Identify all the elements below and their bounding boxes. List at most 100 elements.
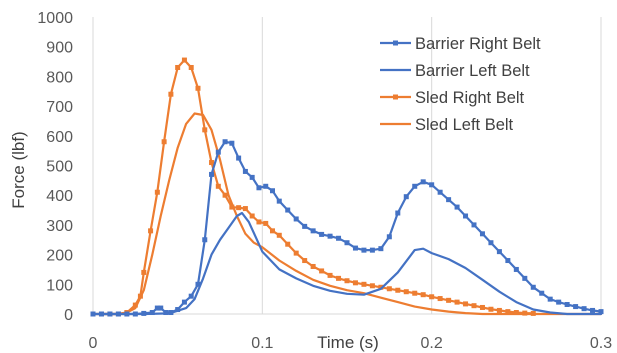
data-point [505, 309, 511, 315]
legend-marker [393, 40, 398, 46]
data-point [168, 91, 174, 97]
data-point [175, 307, 181, 313]
data-point [269, 228, 275, 234]
y-tick-label: 900 [46, 40, 73, 57]
data-point [263, 220, 269, 226]
data-point [202, 237, 208, 243]
data-point [573, 304, 579, 310]
data-point [124, 311, 130, 317]
legend-label: Sled Right Belt [415, 89, 525, 107]
data-point [412, 290, 418, 296]
data-point [522, 310, 528, 316]
data-point [369, 247, 375, 253]
y-tick-label: 0 [64, 307, 73, 324]
y-tick-label: 300 [46, 218, 73, 235]
data-point [530, 310, 536, 316]
data-point [188, 64, 194, 70]
data-point [386, 234, 392, 240]
data-point [581, 306, 587, 312]
data-point [513, 310, 519, 316]
data-point [149, 310, 155, 316]
series-barrier-left-belt [91, 211, 603, 316]
data-point [556, 299, 562, 305]
data-point [369, 283, 375, 289]
data-point [361, 247, 367, 253]
y-tick-label: 400 [46, 188, 73, 205]
data-point [236, 205, 242, 211]
data-point [429, 294, 435, 300]
data-point [319, 231, 325, 237]
data-point [137, 293, 143, 299]
legend-item-sled-right-belt: Sled Right Belt [380, 89, 525, 107]
data-point [276, 198, 282, 204]
data-point [471, 303, 477, 309]
x-tick-label: 0.1 [251, 335, 273, 352]
data-point [222, 192, 228, 198]
legend-marker [393, 94, 398, 100]
data-point [513, 266, 519, 272]
data-point [132, 302, 138, 308]
data-point [488, 306, 494, 312]
data-point [463, 301, 469, 307]
data-point [215, 183, 221, 189]
data-point [471, 222, 477, 228]
data-point [310, 263, 316, 269]
data-point [378, 284, 384, 290]
data-point [547, 296, 553, 302]
data-point [310, 228, 316, 234]
data-point [378, 246, 384, 252]
x-tick-label: 0.3 [590, 335, 612, 352]
y-tick-label: 1000 [37, 10, 73, 27]
y-tick-label: 800 [46, 69, 73, 86]
data-point [454, 204, 460, 210]
data-point [302, 258, 308, 264]
data-point [336, 275, 342, 281]
y-tick-label: 700 [46, 99, 73, 116]
data-point [215, 149, 221, 155]
x-tick-label: 0.2 [421, 335, 443, 352]
data-point [496, 249, 502, 255]
data-point [195, 85, 201, 91]
series-layer [90, 57, 604, 317]
data-point [530, 284, 536, 290]
y-tick-label: 200 [46, 248, 73, 265]
data-point [361, 281, 367, 287]
data-point [236, 155, 242, 161]
data-point [488, 240, 494, 246]
data-point [285, 207, 291, 213]
data-point [148, 228, 154, 234]
data-point [293, 250, 299, 256]
data-point [344, 278, 350, 284]
data-point [403, 289, 409, 295]
y-tick-label: 600 [46, 129, 73, 146]
data-point [293, 216, 299, 222]
data-point [132, 311, 138, 317]
data-point [256, 185, 262, 191]
data-point [590, 307, 596, 313]
y-tick-labels: 0 100 200 300 400 500 600 700 800 900 1000 [37, 10, 73, 324]
data-point [98, 311, 104, 317]
series-sled-left-belt [91, 112, 603, 316]
data-point [327, 233, 333, 239]
series-line-barrier-left-belt [91, 211, 603, 316]
x-tick-label: 0 [89, 335, 98, 352]
data-point [168, 310, 174, 316]
y-axis-label: Force (lbf) [9, 131, 28, 208]
data-point [564, 301, 570, 307]
data-point [229, 140, 235, 146]
legend-item-sled-left-belt: Sled Left Belt [380, 116, 514, 134]
data-point [163, 310, 169, 316]
data-point [285, 241, 291, 247]
data-point [412, 183, 418, 189]
grid [261, 17, 602, 314]
data-point [420, 179, 426, 185]
data-point [403, 194, 409, 200]
data-point [446, 197, 452, 203]
data-point [263, 183, 269, 189]
data-point [463, 213, 469, 219]
data-point [395, 287, 401, 293]
data-point [181, 299, 187, 305]
data-point [479, 304, 485, 310]
data-point [242, 168, 248, 174]
